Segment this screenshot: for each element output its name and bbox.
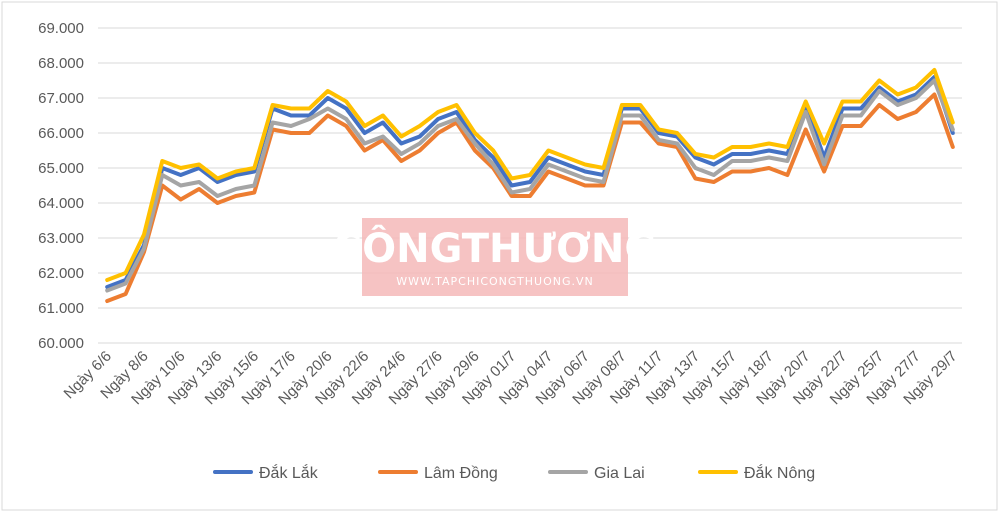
y-tick-label: 60.000 xyxy=(38,335,84,352)
y-tick-label: 63.000 xyxy=(38,230,84,247)
series-lines xyxy=(105,68,955,303)
y-tick-label: 65.000 xyxy=(38,160,84,177)
y-tick-label: 69.000 xyxy=(38,20,84,37)
watermark-sub-text: WWW.TAPCHICONGTHUONG.VN xyxy=(396,275,594,288)
y-tick-label: 68.000 xyxy=(38,55,84,72)
watermark-logo: CÔNGTHƯƠNG WWW.TAPCHICONGTHUONG.VN xyxy=(333,218,657,296)
legend: Đắk Lắk Lâm Đồng Gia Lai Đắk Nông xyxy=(213,463,815,482)
series-line xyxy=(105,75,955,289)
y-tick-label: 66.000 xyxy=(38,125,84,142)
watermark-box xyxy=(362,218,628,296)
legend-item: Đắk Lắk xyxy=(213,463,319,482)
y-axis-ticks: 60.000 61.000 62.000 63.000 64.000 65.000 66.0… xyxy=(38,20,84,352)
legend-label: Lâm Đồng xyxy=(424,465,498,482)
legend-item: Đắk Nông xyxy=(698,463,815,482)
legend-label: Đắk Lắk xyxy=(259,463,319,482)
series-line xyxy=(105,68,955,282)
y-tick-label: 61.000 xyxy=(38,300,84,317)
y-tick-label: 62.000 xyxy=(38,265,84,282)
y-tick-label: 67.000 xyxy=(38,90,84,107)
legend-item: Lâm Đồng xyxy=(378,465,498,482)
legend-label: Đắk Nông xyxy=(744,463,815,482)
watermark-main-text: CÔNGTHƯƠNG xyxy=(333,224,657,272)
legend-item: Gia Lai xyxy=(548,465,645,482)
series-line xyxy=(105,92,955,303)
series-line xyxy=(105,78,955,293)
legend-label: Gia Lai xyxy=(594,465,645,482)
y-tick-label: 64.000 xyxy=(38,195,84,212)
